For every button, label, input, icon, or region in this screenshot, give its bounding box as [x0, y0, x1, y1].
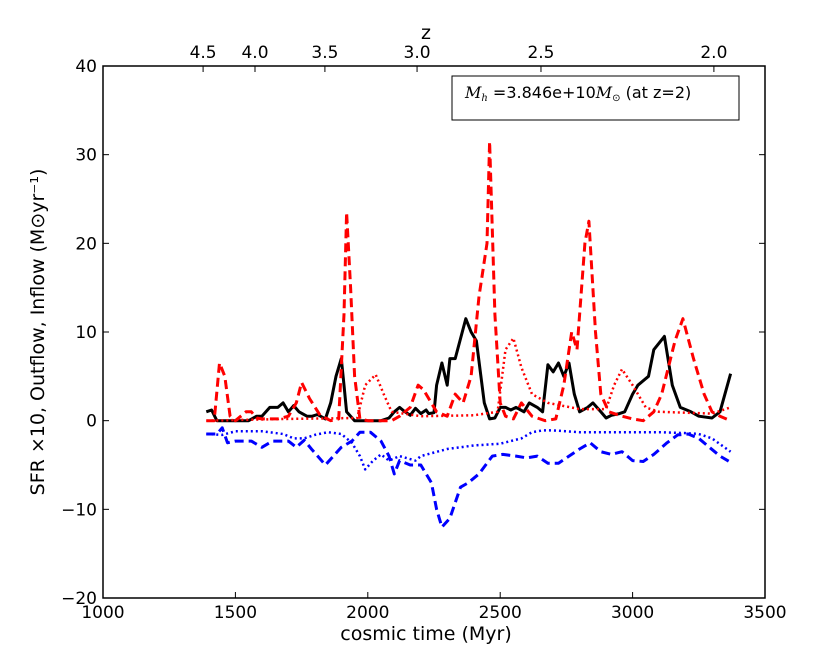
- top-tick-label: 4.0: [241, 43, 268, 63]
- top-tick-label: 3.0: [404, 43, 431, 63]
- top-tick-label: 2.5: [527, 43, 554, 63]
- annotation-mh-sub: h: [481, 93, 487, 104]
- legend-box: Mh =3.846e+10M⊙ (at z=2): [451, 75, 740, 121]
- top-tick-label: 3.5: [311, 43, 338, 63]
- top-tick-label: 4.5: [190, 43, 217, 63]
- annotation-unit-sub: ⊙: [612, 93, 620, 104]
- series-line-2-dotted: [206, 336, 731, 422]
- plot-frame: [102, 65, 766, 599]
- x-tick-label: 2500: [479, 603, 522, 623]
- series-line-1-dashed: [206, 139, 732, 423]
- x-tick-label: 2000: [346, 603, 389, 623]
- annotation-unit: M: [595, 83, 613, 102]
- y-tick-label: 40: [75, 57, 97, 77]
- y-tick-label: 10: [75, 323, 97, 343]
- y-tick-label: −10: [61, 500, 97, 520]
- series-line-4-dotted: [206, 429, 732, 471]
- y-tick-label: 0: [86, 412, 97, 432]
- x-tick-label: 1500: [214, 603, 257, 623]
- top-axis-label: z: [421, 22, 431, 44]
- y-axis-label: SFR ×10, Outflow, Inflow (M⊙yr⁻¹): [27, 169, 49, 496]
- y-tick-label: 30: [75, 146, 97, 166]
- series-line-0-solid: [205, 317, 733, 423]
- series-layer: [205, 139, 733, 529]
- x-tick-label: 3500: [743, 603, 786, 623]
- x-tick-label: 1000: [81, 603, 124, 623]
- y-tick-label: 20: [75, 234, 97, 254]
- y-tick-label: −20: [61, 589, 97, 609]
- svg-text:Mh =3.846e+10M⊙ (at z=2): Mh =3.846e+10M⊙ (at z=2): [464, 83, 691, 104]
- annotation-value: =3.846e+10: [488, 83, 596, 102]
- series-line-3-dashed: [206, 426, 732, 529]
- annotation-mh: M: [464, 83, 482, 102]
- annotation-suffix: (at z=2): [621, 83, 692, 102]
- top-tick-label: 2.0: [700, 43, 727, 63]
- ticks-layer: 1000 1500 2000 2500 3000 3500 −20 −10 0 10 20 30 40 4…: [61, 43, 787, 623]
- x-axis-label: cosmic time (Myr): [340, 623, 511, 645]
- x-tick-label: 3000: [611, 603, 654, 623]
